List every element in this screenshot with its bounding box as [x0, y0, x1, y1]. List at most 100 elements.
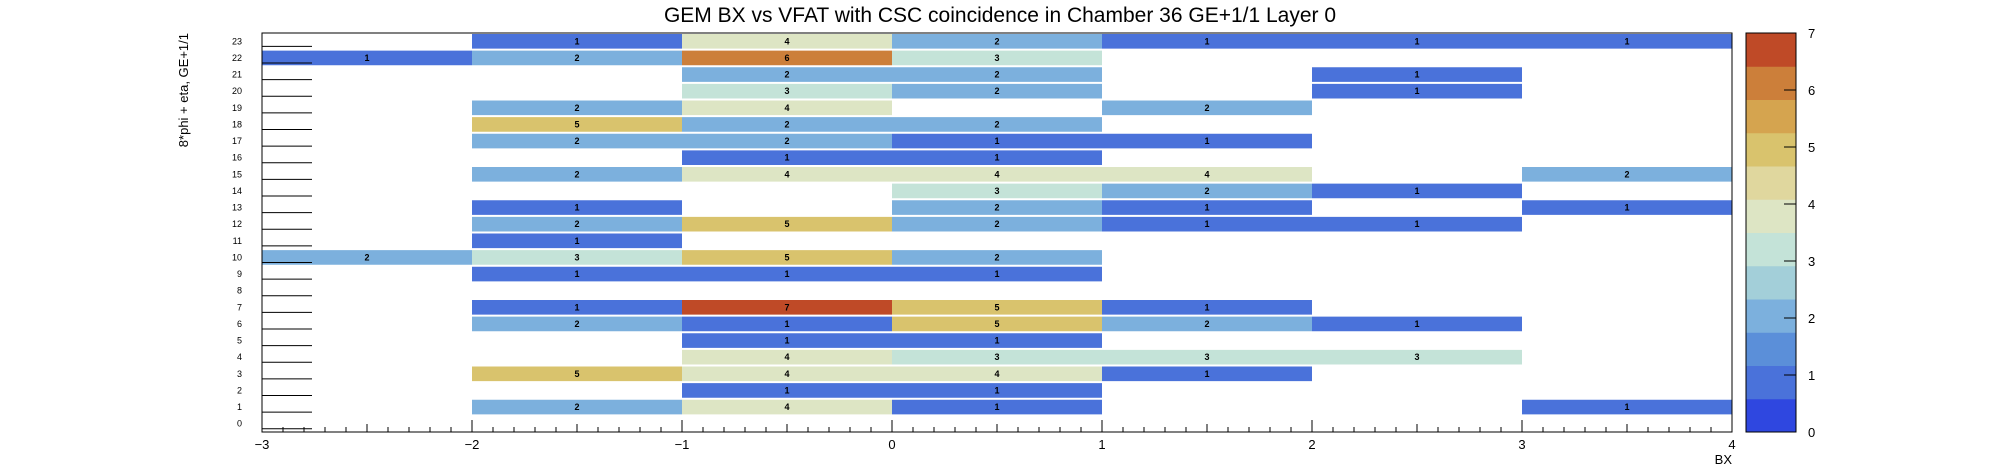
- cell-value-label: 1: [1414, 219, 1419, 229]
- y-tick-label: 22: [232, 53, 242, 63]
- heatmap-cells: 1 2 1 2 2 5 2 2 1 2 1 3 1 1 2 5 2 4 6 2 3 4 2 2 1 4 5 5 1 7 1 1 4 4 1 4 2 3 2 2…: [262, 34, 1732, 415]
- heatmap-cell: [472, 200, 682, 215]
- colorbar-frame: [1745, 32, 1797, 433]
- cell-value-label: 2: [574, 169, 579, 179]
- cell-value-label: 2: [1204, 103, 1209, 113]
- cell-value-label: 1: [994, 153, 999, 163]
- heatmap-cell: [1312, 316, 1522, 332]
- cell-value-label: 5: [784, 252, 789, 262]
- colorbar-tick-label: 7: [1808, 26, 1815, 41]
- cell-value-label: 5: [994, 302, 999, 312]
- cell-value-label: 4: [994, 369, 999, 379]
- heatmap-cell: [472, 366, 682, 382]
- chart-title: GEM BX vs VFAT with CSC coincidence in C…: [664, 4, 1336, 27]
- cell-value-label: 1: [784, 385, 789, 395]
- heatmap-cell: [682, 67, 892, 82]
- colorbar: 0 1 2 3 4 5 6 7: [1745, 26, 1815, 440]
- heatmap-cell: [1102, 216, 1312, 232]
- cell-value-label: 4: [784, 352, 789, 362]
- heatmap-cell: [892, 349, 1102, 365]
- cell-value-label: 3: [574, 252, 579, 262]
- cell-value-label: 2: [994, 203, 999, 213]
- heatmap-cell: [892, 383, 1102, 398]
- heatmap-cell: [892, 83, 1102, 99]
- heatmap-cell: [682, 250, 892, 265]
- heatmap-cell: [262, 50, 472, 66]
- cell-value-label: 3: [994, 186, 999, 196]
- cell-value-label: 1: [994, 336, 999, 346]
- cell-value-label: 4: [784, 169, 789, 179]
- x-tick-label: −1: [675, 437, 690, 452]
- cell-value-label: 2: [1204, 186, 1209, 196]
- cell-value-label: 1: [1204, 136, 1209, 146]
- x-tick-label: −2: [465, 437, 480, 452]
- cell-value-label: 2: [784, 70, 789, 80]
- heatmap-cell: [262, 250, 472, 265]
- cell-value-label: 1: [994, 402, 999, 412]
- cell-value-label: 1: [784, 269, 789, 279]
- y-tick-label: 12: [232, 219, 242, 229]
- y-tick-label: 7: [237, 302, 242, 312]
- colorbar-tick-label: 1: [1808, 368, 1815, 383]
- heatmap-cell: [682, 366, 892, 382]
- heatmap-cell: [682, 150, 892, 165]
- cell-value-label: 2: [994, 70, 999, 80]
- heatmap-cell: [892, 50, 1102, 66]
- heatmap-cell: [1102, 316, 1312, 332]
- y-tick-label: 4: [237, 352, 242, 362]
- colorbar-tick-label: 6: [1808, 83, 1815, 98]
- y-tick-label: 13: [232, 203, 242, 213]
- heatmap-cell: [682, 50, 892, 66]
- colorbar-tick-label: 2: [1808, 311, 1815, 326]
- cell-value-label: 1: [784, 319, 789, 329]
- heatmap-cell: [472, 233, 682, 249]
- y-tick-label: 10: [232, 252, 242, 262]
- heatmap-cell: [472, 399, 682, 415]
- y-tick-label: 5: [237, 336, 242, 346]
- colorbar-tick-label: 0: [1808, 425, 1815, 440]
- heatmap-cell: [1312, 216, 1522, 232]
- colorbar-band: [1746, 166, 1796, 200]
- cell-value-label: 2: [994, 86, 999, 96]
- cell-value-label: 5: [994, 319, 999, 329]
- y-tick-label: 19: [232, 103, 242, 113]
- heatmap-cell: [1312, 183, 1522, 199]
- heatmap-cell: [472, 266, 682, 282]
- colorbar-band: [1746, 398, 1796, 433]
- heatmap-cell: [682, 83, 892, 99]
- cell-value-label: 2: [574, 319, 579, 329]
- cell-value-label: 1: [574, 36, 579, 46]
- cell-value-label: 5: [784, 219, 789, 229]
- y-tick-label: 21: [232, 70, 242, 80]
- cell-value-label: 4: [1204, 169, 1209, 179]
- y-tick-label: 11: [233, 236, 242, 246]
- cell-value-label: 3: [1414, 352, 1419, 362]
- heatmap-cell: [472, 117, 682, 132]
- cell-value-label: 1: [1414, 36, 1419, 46]
- cell-value-label: 3: [994, 53, 999, 63]
- heatmap-cell: [682, 117, 892, 132]
- cell-value-label: 2: [1204, 319, 1209, 329]
- heatmap-cell: [1522, 167, 1732, 182]
- heatmap-cell: [472, 216, 682, 232]
- heatmap-cell: [892, 366, 1102, 382]
- cell-value-label: 1: [1414, 86, 1419, 96]
- cell-value-label: 1: [1414, 70, 1419, 80]
- cell-value-label: 4: [994, 169, 999, 179]
- y-tick-label: 18: [232, 119, 242, 129]
- heatmap-cell: [682, 216, 892, 232]
- cell-value-label: 2: [784, 119, 789, 129]
- heatmap-cell: [1102, 349, 1312, 365]
- y-tick-label: 14: [232, 186, 242, 196]
- heatmap-cell: [892, 150, 1102, 165]
- y-tick-label: 1: [237, 402, 242, 412]
- cell-value-label: 7: [784, 302, 789, 312]
- colorbar-band: [1746, 365, 1796, 400]
- heatmap-cell: [1102, 133, 1312, 149]
- heatmap-cell: [472, 250, 682, 265]
- cell-value-label: 2: [784, 136, 789, 146]
- cell-value-label: 3: [994, 352, 999, 362]
- cell-value-label: 4: [784, 103, 789, 113]
- heatmap-cell: [1102, 167, 1312, 182]
- heatmap-cell: [1102, 200, 1312, 215]
